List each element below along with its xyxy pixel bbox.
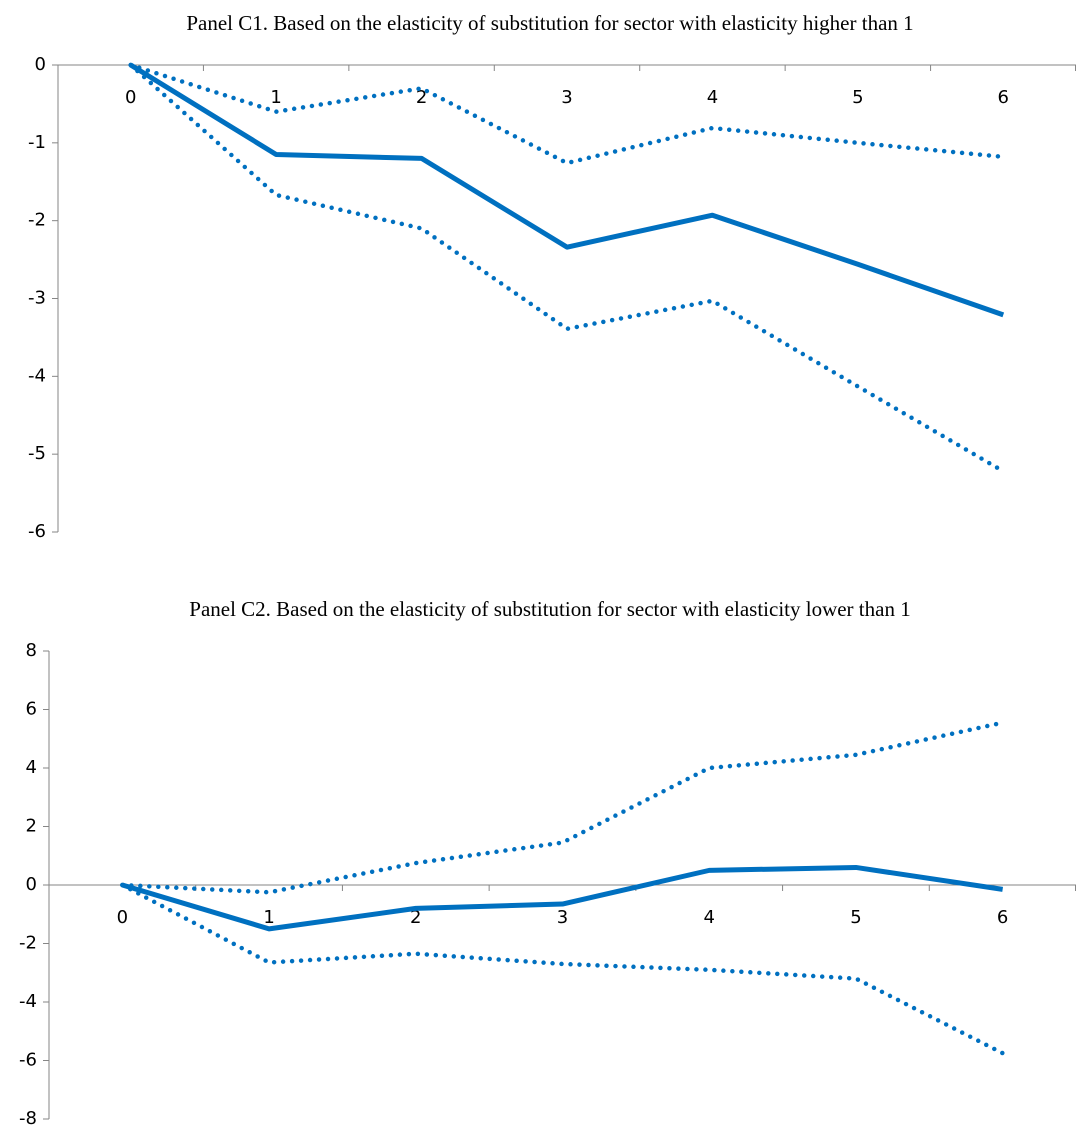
x-tick-label: 2 <box>410 907 421 928</box>
y-tick-label: 0 <box>35 54 46 75</box>
series-line <box>129 62 1005 318</box>
y-tick-label: -5 <box>28 443 46 464</box>
chart-title: Panel C1. Based on the elasticity of sub… <box>186 11 913 35</box>
y-tick-label: -8 <box>19 1108 37 1129</box>
y-tick-label: -4 <box>28 365 46 386</box>
series-line <box>120 720 1005 895</box>
x-tick-label: 4 <box>703 907 714 928</box>
y-tick-label: -6 <box>28 521 46 542</box>
x-tick-label: 5 <box>850 907 861 928</box>
series-line <box>128 62 1006 166</box>
y-tick-label: -6 <box>19 1050 37 1071</box>
series-line <box>128 62 1006 474</box>
y-tick-label: 8 <box>26 640 37 661</box>
x-tick-label: 4 <box>707 87 718 108</box>
y-tick-label: -1 <box>28 132 46 153</box>
series-line <box>120 882 1005 1056</box>
x-tick-label: 0 <box>125 87 136 108</box>
x-tick-label: 3 <box>557 907 568 928</box>
y-tick-label: 2 <box>26 816 37 837</box>
y-tick-label: -4 <box>19 991 37 1012</box>
x-tick-label: 3 <box>561 87 572 108</box>
x-tick-label: 2 <box>416 87 427 108</box>
y-tick-label: -2 <box>19 933 37 954</box>
y-tick-label: 4 <box>26 757 37 778</box>
x-tick-label: 1 <box>270 87 281 108</box>
y-tick-label: 6 <box>26 699 37 720</box>
chart-title: Panel C2. Based on the elasticity of sub… <box>189 597 910 621</box>
x-tick-label: 1 <box>263 907 274 928</box>
y-tick-label: -2 <box>28 210 46 231</box>
series-line <box>121 864 1004 932</box>
y-tick-label: -3 <box>28 288 46 309</box>
x-tick-label: 0 <box>117 907 128 928</box>
x-tick-label: 6 <box>998 87 1009 108</box>
x-tick-label: 6 <box>997 907 1008 928</box>
y-tick-label: 0 <box>26 874 37 895</box>
x-tick-label: 5 <box>852 87 863 108</box>
